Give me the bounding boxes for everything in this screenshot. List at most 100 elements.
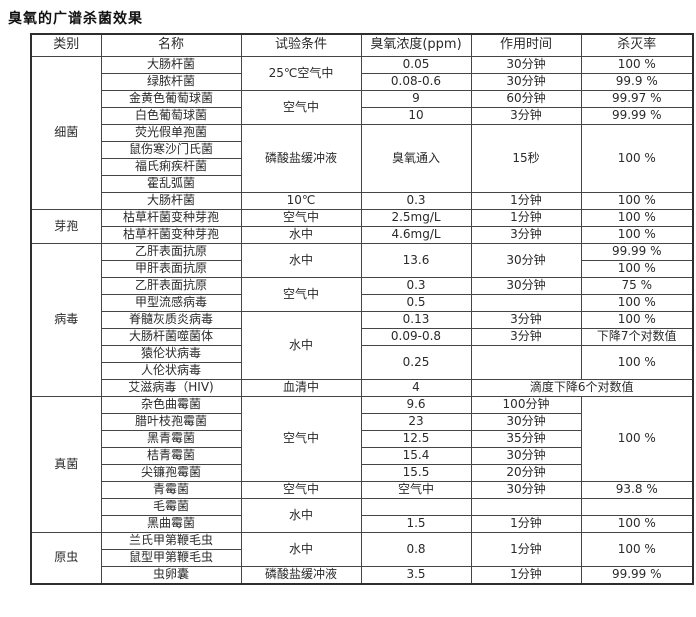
table-cell: 磷酸盐缓冲液 <box>240 566 362 585</box>
table-cell: 水中 <box>240 243 362 278</box>
table-row: 芽孢 枯草杆菌变种芽孢 空气中 2.5mg/L 1分钟 100 % <box>30 209 694 244</box>
table-cell: 尖镰孢霉菌 <box>100 464 242 482</box>
table-cell: 甲肝表面抗原 <box>100 260 242 278</box>
table-cell: 3分钟 <box>470 328 582 346</box>
table-cell: 黑曲霉菌 <box>100 515 242 533</box>
table-cell <box>470 345 582 380</box>
table-cell: 0.05 <box>360 56 472 74</box>
table-row: 黑青霉菌 12.5 35分钟 <box>31 430 693 448</box>
table-row: 乙肝表面抗原 空气中 0.3 30分钟 75 % <box>31 277 694 312</box>
table-cell: 0.25 <box>360 345 472 380</box>
table-cell: 空气中 <box>240 396 362 482</box>
table-cell <box>470 498 582 516</box>
table-cell: 脊髓灰质炎病毒 <box>100 311 242 329</box>
table-cell: 100 % <box>580 345 694 380</box>
table-cell: 1分钟 <box>470 532 582 567</box>
table-cell: 水中 <box>240 498 362 533</box>
table-row: 真菌 杂色曲霉菌 空气中 9.6 100分钟 100 % <box>30 396 694 533</box>
table-row: 大肠杆菌噬菌体 0.09-0.8 3分钟 下降7个对数值 <box>31 328 694 346</box>
table-cell: 15.4 <box>360 447 472 465</box>
table-cell: 100 % <box>580 396 694 482</box>
table-cell: 0.08-0.6 <box>360 73 472 91</box>
column-header: 类别 <box>30 33 102 57</box>
table-cell: 0.5 <box>360 294 472 312</box>
table-cell: 杂色曲霉菌 <box>100 396 242 414</box>
table-cell: 100 % <box>580 56 694 74</box>
category-cell: 病毒 <box>30 243 102 397</box>
table-cell: 腊叶枝孢霉菌 <box>100 413 242 431</box>
table-cell: 乙肝表面抗原 <box>100 243 242 261</box>
table-cell: 4 <box>360 379 472 397</box>
category-cell: 真菌 <box>30 396 102 533</box>
table-cell: 99.99 % <box>580 107 694 125</box>
table-cell: 1分钟 <box>470 566 582 585</box>
table-cell: 100 % <box>580 226 694 244</box>
table-row: 青霉菌 空气中 空气中 30分钟 93.8 % <box>31 481 694 499</box>
table-cell: 大肠杆菌 <box>100 192 242 210</box>
table-row: 原虫 兰氏甲第鞭毛虫 水中 0.8 1分钟 100 % <box>30 532 694 585</box>
table-cell: 35分钟 <box>470 430 582 448</box>
table-row: 虫卵囊 磷酸盐缓冲液 3.5 1分钟 99.99 % <box>31 566 694 585</box>
table-cell: 100分钟 <box>470 396 582 414</box>
table-cell: 100 % <box>580 192 694 210</box>
table-cell: 30分钟 <box>470 413 582 431</box>
table-row: 黑曲霉菌 1.5 1分钟 100 % <box>31 515 694 533</box>
table-cell: 血清中 <box>240 379 362 397</box>
table-cell: 乙肝表面抗原 <box>100 277 242 295</box>
table-row: 猿伦状病毒 0.25 100 % <box>31 345 694 380</box>
table-cell: 1分钟 <box>470 209 582 227</box>
table-cell: 空气中 <box>360 481 472 499</box>
table-cell: 15.5 <box>360 464 472 482</box>
table-cell: 0.3 <box>360 192 472 210</box>
table-cell: 1分钟 <box>470 192 582 210</box>
column-header: 杀灭率 <box>580 33 694 57</box>
table-cell: 滴度下降6个对数值 <box>470 379 694 397</box>
table-cell: 3分钟 <box>470 226 582 244</box>
table-cell: 黑青霉菌 <box>100 430 242 448</box>
table-row: 细菌 大肠杆菌 25℃空气中 0.05 30分钟 100 % <box>30 56 694 210</box>
table-cell: 毛霉菌 <box>100 498 242 516</box>
table-cell: 1.5 <box>360 515 472 533</box>
table-cell: 30分钟 <box>470 56 582 74</box>
table-cell: 30分钟 <box>470 277 582 295</box>
table-cell: 艾滋病毒（HIV) <box>100 379 242 397</box>
table-cell: 60分钟 <box>470 90 582 108</box>
category-cell: 原虫 <box>30 532 102 585</box>
table-cell: 3分钟 <box>470 311 582 329</box>
ozone-sterilization-table: 类别 名称 试验条件 臭氧浓度(ppm) 作用时间 杀灭率 细菌 大肠杆菌 25℃空气中 0.0… <box>30 33 694 585</box>
table-cell: 25℃空气中 <box>240 56 362 91</box>
table-cell: 20分钟 <box>470 464 582 482</box>
table-cell: 10 <box>360 107 472 125</box>
table-row: 毛霉菌 水中 <box>31 498 694 533</box>
table-cell: 100 % <box>580 515 694 533</box>
table-cell: 臭氧通入 <box>360 124 472 193</box>
table-cell: 空气中 <box>240 90 362 125</box>
column-header: 名称 <box>100 33 242 57</box>
page-title: 臭氧的广谱杀菌效果 <box>8 11 143 27</box>
table-cell: 金黄色葡萄球菌 <box>100 90 242 108</box>
table-row: 病毒 乙肝表面抗原 水中 13.6 30分钟 99.99 % <box>30 243 694 397</box>
table-row: 尖镰孢霉菌 15.5 20分钟 <box>31 464 693 482</box>
table-row: 白色葡萄球菌 10 3分钟 99.99 % <box>31 107 694 125</box>
table-body: 细菌 大肠杆菌 25℃空气中 0.05 30分钟 100 % 绿脓杆菌 0.08-0.6 30分… <box>30 56 694 585</box>
table-cell <box>360 498 472 516</box>
table-cell: 磷酸盐缓冲液 <box>240 124 362 193</box>
table-row: 鼠型甲第鞭毛虫 <box>31 549 693 567</box>
table-cell: 大肠杆菌 <box>100 56 242 74</box>
table-row: 金黄色葡萄球菌 空气中 9 60分钟 99.97 % <box>31 90 694 125</box>
table-cell: 100 % <box>580 260 694 278</box>
table-cell: 30分钟 <box>470 243 582 278</box>
table-cell: 福氏痢疾杆菌 <box>100 158 242 176</box>
table-cell: 99.99 % <box>580 566 694 585</box>
table-cell: 15秒 <box>470 124 582 193</box>
table-cell: 鼠伤寒沙门氏菌 <box>100 141 242 159</box>
table-cell: 0.13 <box>360 311 472 329</box>
table-cell: 4.6mg/L <box>360 226 472 244</box>
table-cell: 9.6 <box>360 396 472 414</box>
column-header: 作用时间 <box>470 33 582 57</box>
table-row: 甲肝表面抗原 100 % <box>31 260 694 278</box>
table-cell: 兰氏甲第鞭毛虫 <box>100 532 242 550</box>
table-cell: 鼠型甲第鞭毛虫 <box>100 549 242 567</box>
table-cell: 1分钟 <box>470 515 582 533</box>
column-header: 试验条件 <box>240 33 362 57</box>
